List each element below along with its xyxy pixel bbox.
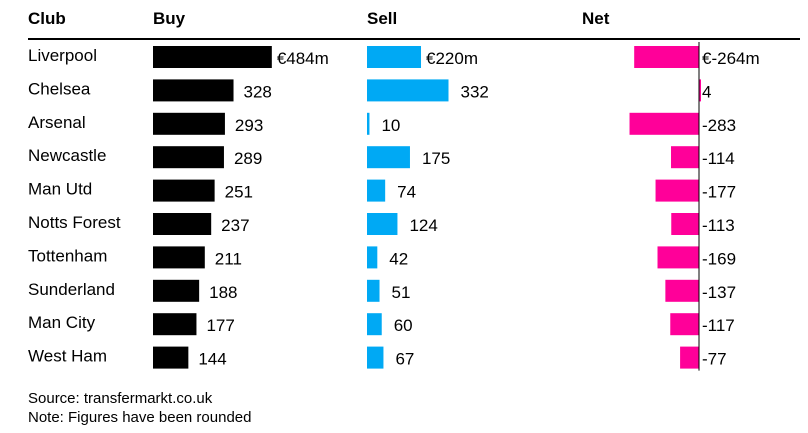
sell-bar-chelsea — [367, 79, 449, 102]
buy-bar-man-utd — [153, 179, 215, 202]
net-value-west-ham: -77 — [702, 350, 727, 369]
source-note: Source: transfermarkt.co.uk — [28, 390, 213, 407]
buy-bar-newcastle — [153, 146, 224, 169]
sell-bar-man-city — [367, 313, 382, 336]
club-label-tottenham: Tottenham — [28, 246, 107, 265]
buy-bar-chelsea — [153, 79, 234, 102]
transfer-bar-chart: Liverpool €484m €220m €-264m Chelsea 328 332 4 A… — [28, 42, 760, 371]
sell-bar-sunderland — [367, 279, 380, 302]
net-bar-sunderland — [665, 279, 699, 302]
club-label-man-utd: Man Utd — [28, 180, 92, 199]
buy-value-newcastle: 289 — [234, 149, 262, 168]
buy-bar-west-ham — [153, 346, 189, 369]
club-label-arsenal: Arsenal — [28, 113, 86, 132]
sell-value-newcastle: 175 — [422, 149, 450, 168]
net-bar-chelsea — [699, 79, 701, 102]
buy-value-man-city: 177 — [206, 316, 234, 335]
sell-value-tottenham: 42 — [389, 249, 408, 268]
header-divider — [28, 38, 800, 40]
buy-value-tottenham: 211 — [215, 249, 242, 268]
sell-bar-notts-forest — [367, 213, 398, 235]
sell-value-west-ham: 67 — [395, 350, 414, 369]
net-value-chelsea: 4 — [702, 82, 711, 101]
net-bar-notts-forest — [671, 213, 699, 235]
buy-bar-arsenal — [153, 112, 225, 135]
sell-column-header: Sell — [367, 9, 398, 28]
chart-footer: Source: transfermarkt.co.uk Note: Figure… — [28, 389, 251, 427]
buy-value-arsenal: 293 — [235, 116, 263, 135]
net-value-man-city: -117 — [702, 316, 735, 335]
net-bar-newcastle — [671, 146, 699, 169]
net-value-arsenal: -283 — [702, 116, 736, 135]
buy-column-header: Buy — [153, 9, 186, 28]
sell-bar-arsenal — [367, 112, 370, 135]
sell-value-liverpool: €220m — [426, 49, 478, 68]
sell-value-arsenal: 10 — [381, 116, 400, 135]
net-value-liverpool: €-264m — [702, 49, 760, 68]
buy-bar-notts-forest — [153, 213, 212, 235]
sell-value-chelsea: 332 — [461, 82, 489, 101]
club-column-header: Club — [28, 9, 66, 28]
net-bar-tottenham — [657, 246, 699, 269]
sell-bar-newcastle — [367, 146, 410, 169]
buy-bar-liverpool — [153, 46, 272, 68]
buy-bar-tottenham — [153, 246, 205, 269]
sell-bar-west-ham — [367, 346, 384, 369]
club-label-newcastle: Newcastle — [28, 146, 106, 165]
sell-value-man-utd: 74 — [397, 183, 416, 202]
net-bar-arsenal — [629, 112, 699, 135]
sell-bar-man-utd — [367, 179, 386, 202]
sell-value-notts-forest: 124 — [409, 216, 437, 235]
buy-bar-man-city — [153, 313, 197, 336]
net-bar-man-utd — [655, 179, 699, 202]
net-value-man-utd: -177 — [702, 183, 736, 202]
club-label-man-city: Man City — [28, 313, 96, 332]
buy-value-sunderland: 188 — [209, 283, 237, 302]
net-bar-liverpool — [634, 46, 699, 68]
club-label-liverpool: Liverpool — [28, 46, 97, 65]
buy-value-man-utd: 251 — [225, 183, 253, 202]
buy-value-west-ham: 144 — [198, 350, 226, 369]
club-label-west-ham: West Ham — [28, 347, 107, 366]
club-label-chelsea: Chelsea — [28, 79, 91, 98]
buy-bar-sunderland — [153, 279, 200, 302]
buy-value-liverpool: €484m — [277, 49, 329, 68]
net-value-sunderland: -137 — [702, 283, 736, 302]
net-bar-man-city — [670, 313, 699, 336]
rounding-note: Note: Figures have been rounded — [28, 409, 252, 426]
net-value-notts-forest: -113 — [702, 216, 735, 235]
club-label-notts-forest: Notts Forest — [28, 213, 121, 232]
buy-value-notts-forest: 237 — [221, 216, 249, 235]
club-label-sunderland: Sunderland — [28, 280, 115, 299]
net-value-tottenham: -169 — [702, 249, 736, 268]
net-value-newcastle: -114 — [702, 149, 735, 168]
sell-value-man-city: 60 — [394, 316, 413, 335]
sell-bar-liverpool — [367, 46, 422, 68]
sell-value-sunderland: 51 — [392, 283, 411, 302]
net-bar-west-ham — [680, 346, 699, 369]
buy-value-chelsea: 328 — [244, 82, 272, 101]
net-column-header: Net — [582, 9, 610, 28]
sell-bar-tottenham — [367, 246, 378, 269]
